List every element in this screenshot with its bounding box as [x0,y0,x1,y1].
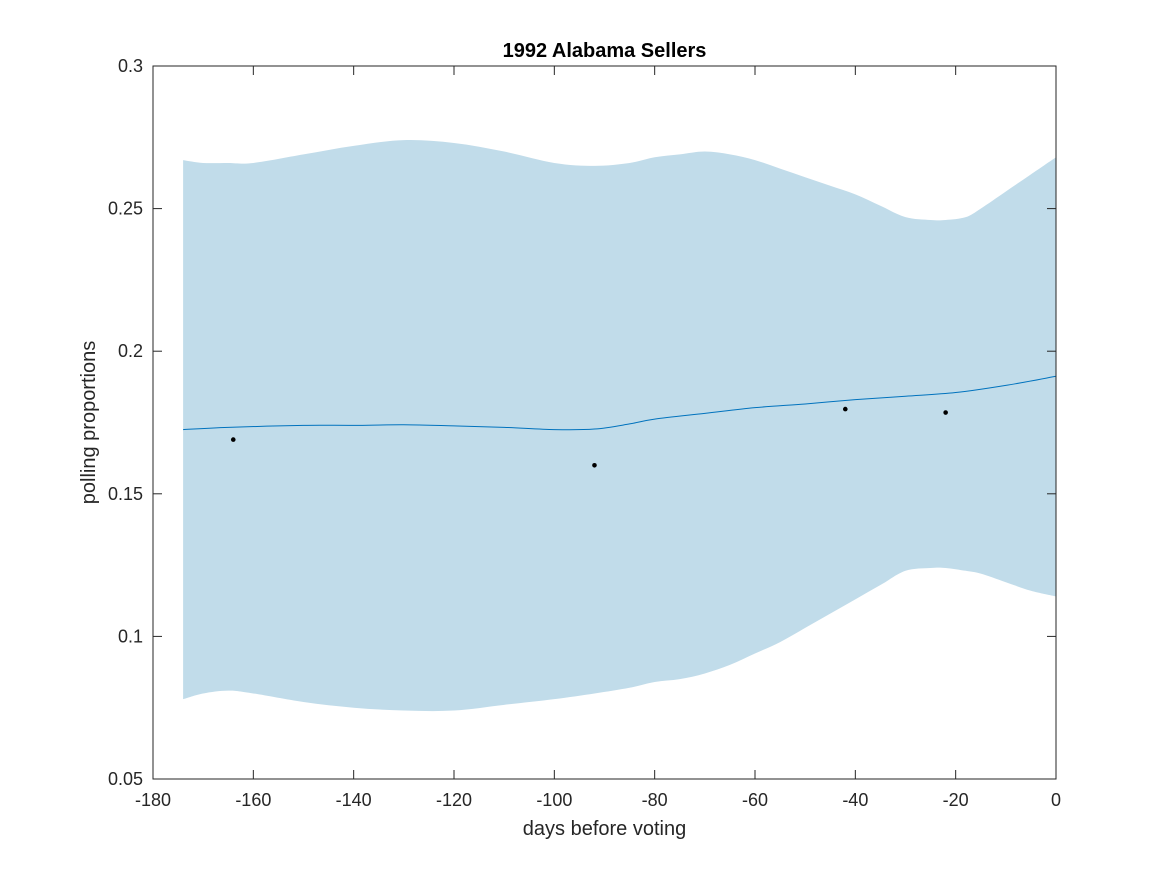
x-tick-label: -120 [436,790,472,810]
poll-point [230,437,236,442]
x-tick-label: 0 [1051,790,1061,810]
x-tick-label: -180 [135,790,171,810]
x-tick-label: -140 [336,790,372,810]
poll-point [592,462,597,468]
x-axis-label: days before voting [523,818,686,840]
y-tick-label: 0.2 [118,341,143,361]
y-axis-label: polling proportions [78,341,100,504]
x-tick-label: -100 [536,790,572,810]
y-tick-label: 0.25 [108,199,143,219]
y-tick-label: 0.1 [118,626,143,646]
axis-ticks: -180 -160 -140 -120 -100 -80 -60 -40 -20 0 0.05 0.1… [108,56,1061,810]
poll-point [843,406,848,412]
y-tick-label: 0.05 [108,769,143,789]
y-tick-label: 0.3 [118,56,143,76]
chart-title: 1992 Alabama Sellers [503,40,707,62]
x-tick-label: -160 [235,790,271,810]
trend-line [183,375,1057,431]
x-tick-label: -80 [642,790,668,810]
y-tick-label: 0.15 [108,484,143,504]
poll-point [943,410,948,415]
data-layer [183,140,1057,712]
x-tick-label: -20 [943,790,969,810]
plot-area-frame [152,65,1057,780]
x-tick-label: -40 [842,790,868,810]
x-tick-label: -60 [742,790,768,810]
